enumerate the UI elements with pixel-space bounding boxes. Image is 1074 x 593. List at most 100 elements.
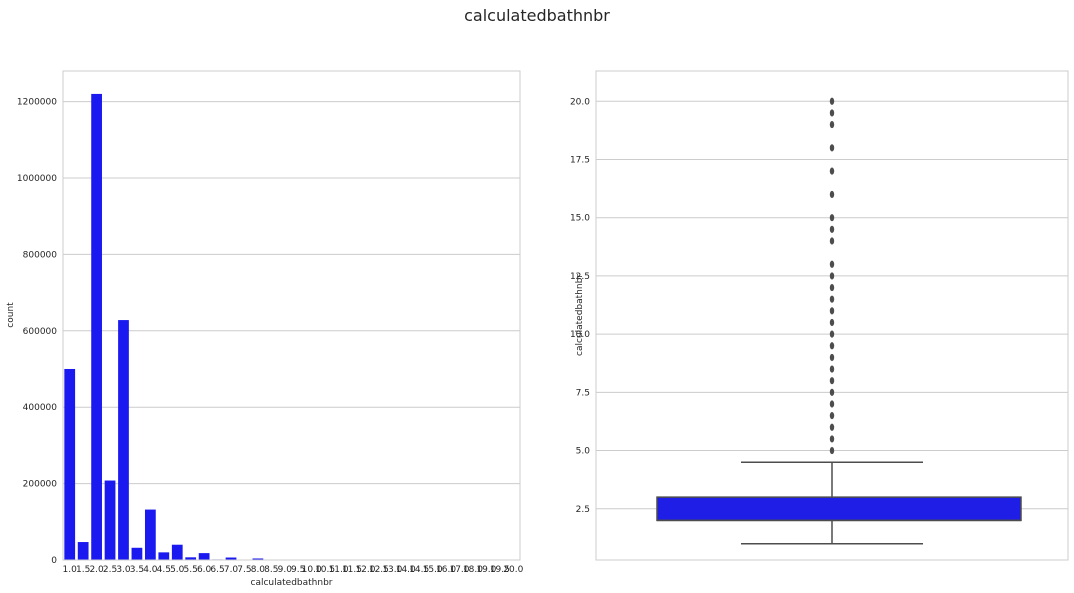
bar-x-tick-label: 2.0	[89, 565, 104, 575]
bar-x-tick-label: 10.5	[315, 565, 335, 575]
bar-x-tick-label: 15.0	[423, 565, 443, 575]
bar-x-tick-label: 12.0	[355, 565, 375, 575]
bar-x-tick-label: 18.0	[463, 565, 483, 575]
box-y-tick-label: 5.0	[576, 447, 591, 457]
box-flier	[829, 388, 835, 396]
box-flier	[829, 423, 835, 431]
bar-y-tick-label: 200000	[23, 480, 58, 490]
box-flier	[829, 307, 835, 315]
bar-y-tick-label: 0	[51, 556, 57, 566]
bar	[158, 552, 170, 560]
box-y-tick-label: 20.0	[570, 97, 590, 107]
bar-x-tick-label: 17.0	[449, 565, 469, 575]
box-flier	[829, 330, 835, 338]
bar-x-tick-label: 19.0	[476, 565, 496, 575]
box-chart: 2.5 5.0 7.5 10.0 12.5 15.0 17.5 20.0 calculated…	[570, 70, 1069, 561]
bar-x-tick-label: 3.5	[130, 565, 144, 575]
bar	[185, 557, 197, 560]
box-flier	[829, 400, 835, 408]
box-y-tick-label: 2.5	[576, 505, 590, 515]
bar-x-tick-label: 8.5	[264, 565, 278, 575]
bar-x-tick-label: 10.0	[302, 565, 322, 575]
bar-x-tick-label: 11.5	[342, 565, 362, 575]
bar-plot-area	[63, 71, 520, 560]
bar	[131, 547, 143, 560]
bar-x-tick-label: 11.0	[329, 565, 349, 575]
box-y-tick-label: 12.5	[570, 272, 590, 282]
box-flier	[829, 97, 835, 105]
box-y-tick-label: 17.5	[570, 155, 590, 165]
box-flier	[829, 377, 835, 385]
bar-x-tick-label: 9.0	[278, 565, 293, 575]
bar-x-tick-label: 14.0	[396, 565, 416, 575]
bar-x-tick-label: 5.5	[184, 565, 198, 575]
bar	[198, 553, 210, 560]
bar-y-tick-labels: 0 200000 400000 600000 800000 1000000 1200000	[17, 98, 57, 566]
box-flier	[829, 120, 835, 129]
bar	[77, 542, 89, 560]
bar	[225, 557, 237, 560]
box-flier	[829, 295, 835, 303]
box-flier	[829, 190, 835, 199]
bar	[118, 320, 129, 560]
bar-x-tick-label: 7.0	[224, 565, 239, 575]
box-flier	[829, 318, 835, 327]
bar-x-tick-label: 19.5	[490, 565, 510, 575]
box-flier	[829, 342, 835, 350]
bar-y-tick-label: 1200000	[17, 98, 57, 108]
box-flier	[829, 144, 835, 152]
box-flier	[829, 353, 835, 362]
box-flier	[829, 109, 835, 117]
box-marks	[656, 97, 1022, 545]
box-y-tick-labels: 2.5 5.0 7.5 10.0 12.5 15.0 17.5 20.0	[570, 97, 591, 515]
bar	[104, 480, 116, 560]
bar-x-tick-label: 5.0	[170, 565, 185, 575]
bar-x-axis-label: calculatedbathnbr	[251, 578, 333, 588]
bar-x-tick-label: 7.5	[237, 565, 251, 575]
bar	[252, 558, 264, 560]
bar-x-tick-label: 14.5	[409, 565, 429, 575]
bar-x-tick-labels: 1.0 1.5 2.0 2.5 3.0 3.5 4.0 4.5 5.0 5.5 6.0 6.5 7.0 7…	[63, 565, 524, 575]
box-flier	[829, 167, 835, 175]
bar-x-tick-label: 12.5	[369, 565, 389, 575]
box-flier	[829, 283, 835, 292]
bar-y-axis-label: count	[6, 302, 16, 328]
bar-x-tick-label: 9.5	[291, 565, 305, 575]
bar-x-tick-label: 6.5	[210, 565, 224, 575]
bar-x-tick-label: 20.0	[503, 565, 523, 575]
box-flier	[829, 237, 835, 245]
bar-plot-frame	[62, 70, 521, 561]
bar-y-tick-label: 800000	[23, 250, 58, 260]
bar-x-tick-label: 1.0	[63, 565, 78, 575]
box-plot-frame	[595, 70, 1069, 561]
box-y-tick-label: 7.5	[576, 388, 590, 398]
box-y-tick-label: 15.0	[570, 214, 590, 224]
bar-x-tick-label: 3.0	[116, 565, 131, 575]
box-y-tick-label: 10.0	[570, 330, 590, 340]
bar-gridlines	[63, 101, 520, 561]
box-iqr	[656, 496, 1022, 522]
bar	[144, 509, 156, 560]
box-flier	[829, 272, 835, 280]
figure-title: calculatedbathnbr	[464, 6, 610, 25]
box-flier	[829, 446, 835, 455]
bar-x-tick-label: 13.0	[382, 565, 402, 575]
bar-chart: 020000040000060000080000010000001200000 …	[6, 70, 524, 588]
bar	[171, 544, 183, 560]
box-flier	[829, 214, 835, 222]
box-flier	[829, 365, 835, 373]
bar-x-tick-label: 6.0	[197, 565, 212, 575]
bar-x-tick-label: 4.0	[143, 565, 158, 575]
box-flier	[829, 435, 835, 443]
bar-x-tick-label: 1.5	[76, 565, 90, 575]
bar-x-tick-label: 8.0	[251, 565, 266, 575]
box-flier	[829, 225, 835, 233]
bar-x-tick-label: 4.5	[157, 565, 171, 575]
bar-y-tick-label: 600000	[23, 327, 58, 337]
box-y-axis-label: calculatedbathnbr	[575, 274, 585, 356]
box-flier	[829, 260, 835, 268]
bar-y-tick-label: 1000000	[17, 174, 57, 184]
bar-x-tick-label: 16.0	[436, 565, 456, 575]
bar	[91, 93, 102, 560]
